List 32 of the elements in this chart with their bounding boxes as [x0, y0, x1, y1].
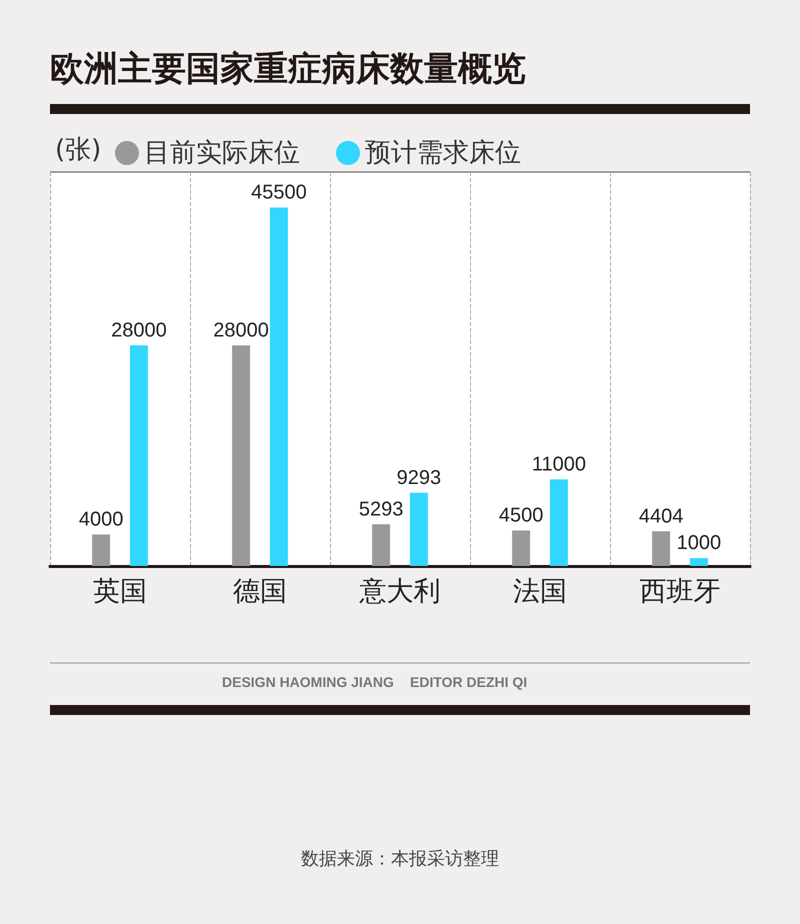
x-tick-label: 英国: [93, 576, 147, 607]
bar: [550, 479, 568, 566]
y-axis-title: (张): [55, 135, 102, 165]
legend-label: 预计需求床位: [365, 138, 521, 168]
data-label: 45500: [251, 181, 307, 204]
text: EDITOR DEZHI QI: [410, 674, 528, 690]
bar: [372, 524, 390, 566]
data-label: 5293: [358, 498, 404, 520]
x-tick-label: 德国: [233, 576, 287, 607]
bar: [652, 531, 670, 566]
source-note: 数据来源：本报采访整理: [301, 848, 499, 870]
data-label: 4404: [638, 505, 684, 528]
data-label: 28000: [213, 319, 269, 342]
bar: [270, 207, 288, 566]
legend-label: 目前实际床位: [144, 138, 300, 168]
data-label: 4500: [498, 504, 544, 527]
text: DESIGN HAOMING JIANG: [222, 674, 394, 690]
bar: [512, 530, 530, 566]
bar: [92, 534, 110, 566]
bar: [130, 345, 148, 566]
x-tick-label: 西班牙: [640, 576, 720, 607]
bar: [232, 345, 250, 566]
data-label: 1000: [676, 532, 722, 554]
data-label: 4000: [78, 508, 124, 530]
data-label: 9293: [396, 466, 442, 489]
bar: [410, 492, 428, 566]
chart-title: 欧洲主要国家重症病床数量概览: [50, 49, 526, 89]
data-label: 11000: [532, 453, 586, 476]
data-label: 28000: [111, 319, 167, 342]
x-tick-label: 意大利: [358, 576, 440, 607]
bar: [690, 558, 708, 566]
x-tick-label: 法国: [513, 576, 567, 607]
